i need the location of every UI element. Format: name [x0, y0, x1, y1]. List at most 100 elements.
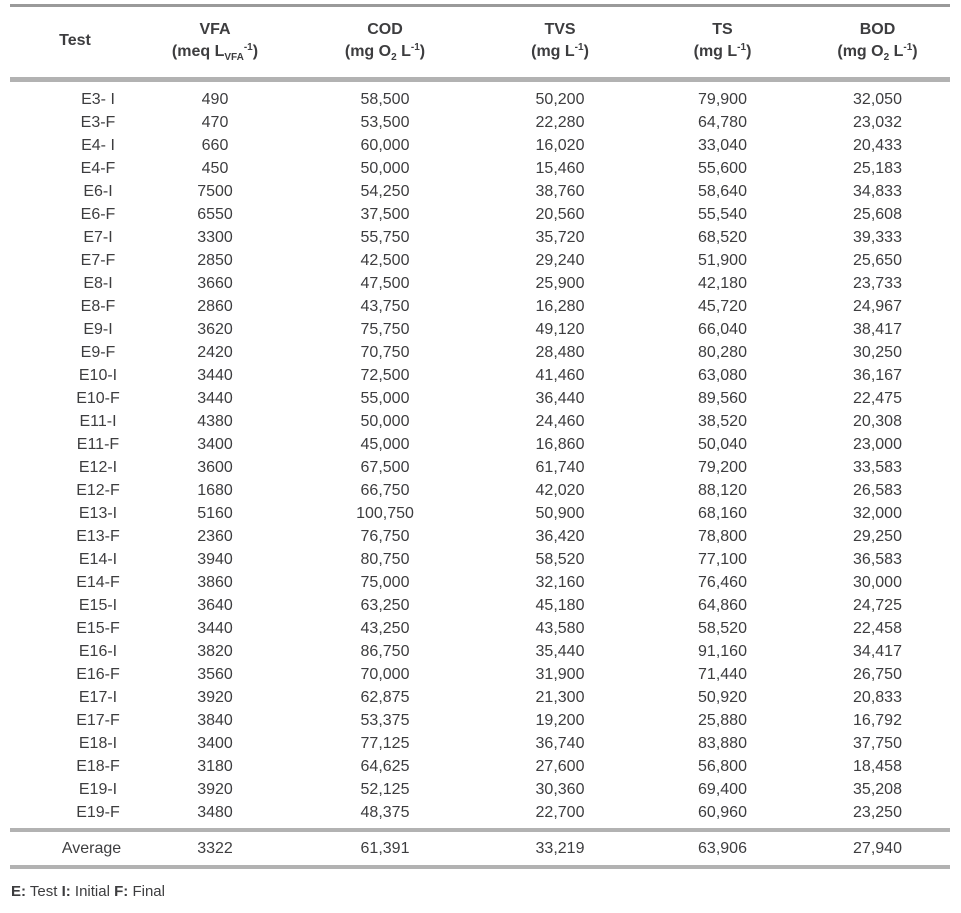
column-unit: (mg L-1) — [531, 42, 589, 61]
cell-test: E12-I — [78, 459, 118, 476]
cell-vfa: 3400 — [197, 436, 233, 453]
cell-tvs: 58,520 — [535, 551, 585, 568]
cell-tvs: 19,200 — [535, 712, 585, 729]
column-header-test: Test — [10, 6, 140, 80]
column-header-ts: TS (mg L-1) — [640, 6, 805, 80]
cell-cod: 55,750 — [360, 229, 410, 246]
cell-bod: 24,725 — [853, 597, 902, 614]
footnote-key: I: — [61, 883, 71, 900]
cell-test: E16-F — [76, 666, 120, 683]
cell-test: E18-F — [76, 758, 120, 775]
cell-ts: 68,160 — [698, 505, 747, 522]
cell-vfa: 3940 — [197, 551, 233, 568]
cell-bod: 20,833 — [853, 689, 902, 706]
cell-test: E9-I — [83, 321, 113, 338]
table-row: E14-F 3860 75,000 32,160 76,460 30,000 — [10, 571, 950, 594]
cell-cod: 58,500 — [360, 91, 410, 108]
column-label: Test — [59, 32, 91, 49]
cell-ts: 42,180 — [698, 275, 747, 292]
cell-vfa: 3400 — [197, 735, 233, 752]
cell-tvs: 24,460 — [535, 413, 585, 430]
cell-ts: 60,960 — [698, 804, 747, 821]
cell-cod: 70,750 — [360, 344, 410, 361]
column-label: TS — [712, 21, 733, 38]
cell-vfa: 2850 — [197, 252, 233, 269]
cell-tvs: 41,460 — [535, 367, 585, 384]
cell-cod: 53,500 — [360, 114, 410, 131]
cell-vfa: 3480 — [197, 804, 233, 821]
cell-ts: 77,100 — [698, 551, 747, 568]
cell-vfa: 5160 — [197, 505, 233, 522]
cell-cod: 75,000 — [360, 574, 410, 591]
cell-bod: 25,650 — [853, 252, 902, 269]
cell-tvs: 16,280 — [535, 298, 585, 315]
table-row: E7-I 3300 55,750 35,720 68,520 39,333 — [10, 226, 950, 249]
cell-bod: 36,167 — [853, 367, 902, 384]
footnote: E: Test I: Initial F: Final — [11, 883, 950, 900]
cell-tvs: 27,600 — [535, 758, 585, 775]
column-label: VFA — [199, 21, 231, 38]
cell-bod: 30,250 — [853, 344, 902, 361]
cell-test: E13-I — [78, 505, 118, 522]
cell-cod: 100,750 — [356, 505, 414, 522]
cell-cod: 62,875 — [360, 689, 410, 706]
table-row: E18-F 3180 64,625 27,600 56,800 18,458 — [10, 755, 950, 778]
table-row: E3-F 470 53,500 22,280 64,780 23,032 — [10, 111, 950, 134]
cell-test: E9-F — [80, 344, 116, 361]
cell-ts: 80,280 — [698, 344, 747, 361]
cell-test: E11-F — [76, 436, 120, 453]
cell-vfa: 3440 — [197, 367, 233, 384]
column-unit: (mg O2 L-1) — [344, 42, 426, 63]
cell-bod: 32,050 — [853, 91, 902, 108]
cell-cod: 75,750 — [360, 321, 410, 338]
cell-ts: 78,800 — [698, 528, 747, 545]
cell-ts: 63,080 — [698, 367, 747, 384]
cell-tvs: 43,580 — [535, 620, 585, 637]
cell-vfa: 3560 — [197, 666, 233, 683]
cell-tvs: 36,740 — [535, 735, 585, 752]
cell-tvs: 21,300 — [535, 689, 585, 706]
table-row: E17-I 3920 62,875 21,300 50,920 20,833 — [10, 686, 950, 709]
cell-test: E19-F — [76, 804, 120, 821]
cell-bod: 39,333 — [853, 229, 902, 246]
average-row: Average 3322 61,391 33,219 63,906 27,940 — [10, 830, 950, 867]
cell-test: E11-I — [79, 413, 117, 430]
table-row: E18-I 3400 77,125 36,740 83,880 37,750 — [10, 732, 950, 755]
cell-cod: 52,125 — [360, 781, 410, 798]
cell-cod: 86,750 — [360, 643, 410, 660]
cell-vfa: 3440 — [197, 620, 233, 637]
table-row: E10-F 3440 55,000 36,440 89,560 22,475 — [10, 387, 950, 410]
cell-tvs: 35,440 — [535, 643, 585, 660]
cell-tvs: 16,860 — [535, 436, 585, 453]
cell-test: E14-F — [76, 574, 120, 591]
cell-bod: 20,433 — [853, 137, 902, 154]
column-unit: (meq LVFA-1) — [171, 42, 259, 63]
cell-bod: 34,833 — [853, 183, 902, 200]
cell-vfa: 3660 — [197, 275, 233, 292]
cell-bod: 22,458 — [853, 620, 902, 637]
table-row: E7-F 2850 42,500 29,240 51,900 25,650 — [10, 249, 950, 272]
cell-ts: 88,120 — [698, 482, 747, 499]
cell-vfa: 3440 — [197, 390, 233, 407]
cell-test: E13-F — [76, 528, 120, 545]
cell-cod: 43,750 — [360, 298, 410, 315]
cell-vfa: 3640 — [197, 597, 233, 614]
cell-tvs: 20,560 — [535, 206, 585, 223]
cell-ts: 64,860 — [698, 597, 747, 614]
cell-tvs: 15,460 — [535, 160, 585, 177]
footnote-text: Test — [26, 883, 62, 900]
cell-bod: 38,417 — [853, 321, 902, 338]
cell-tvs: 25,900 — [535, 275, 585, 292]
table-row: E14-I 3940 80,750 58,520 77,100 36,583 — [10, 548, 950, 571]
table-row: E11-F 3400 45,000 16,860 50,040 23,000 — [10, 433, 950, 456]
average-cell-ts: 63,906 — [698, 840, 747, 857]
column-unit: (mg L-1) — [693, 42, 752, 61]
cell-vfa: 490 — [201, 91, 229, 108]
cell-test: E16-I — [78, 643, 118, 660]
table-row: E19-I 3920 52,125 30,360 69,400 35,208 — [10, 778, 950, 801]
footnote-key: F: — [114, 883, 129, 900]
table-row: E8-F 2860 43,750 16,280 45,720 24,967 — [10, 295, 950, 318]
cell-test: E8-I — [83, 275, 113, 292]
cell-test: E12-F — [76, 482, 120, 499]
cell-test: E14-I — [78, 551, 118, 568]
